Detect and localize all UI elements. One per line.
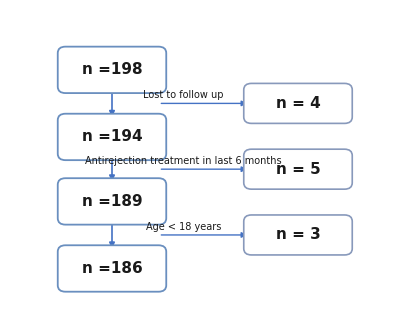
FancyBboxPatch shape xyxy=(244,149,352,189)
FancyBboxPatch shape xyxy=(58,114,166,160)
Text: n =198: n =198 xyxy=(82,62,142,77)
Text: n =186: n =186 xyxy=(82,261,142,276)
Text: Lost to follow up: Lost to follow up xyxy=(143,90,224,100)
Text: Age < 18 years: Age < 18 years xyxy=(146,221,221,231)
FancyBboxPatch shape xyxy=(244,83,352,123)
Text: n =194: n =194 xyxy=(82,129,142,144)
Text: n = 3: n = 3 xyxy=(276,227,320,243)
FancyBboxPatch shape xyxy=(244,215,352,255)
FancyBboxPatch shape xyxy=(58,245,166,292)
FancyBboxPatch shape xyxy=(58,178,166,225)
Text: n = 5: n = 5 xyxy=(276,162,320,177)
FancyBboxPatch shape xyxy=(58,47,166,93)
Text: n =189: n =189 xyxy=(82,194,142,209)
Text: Antirejection treatment in last 6 months: Antirejection treatment in last 6 months xyxy=(85,156,282,166)
Text: n = 4: n = 4 xyxy=(276,96,320,111)
